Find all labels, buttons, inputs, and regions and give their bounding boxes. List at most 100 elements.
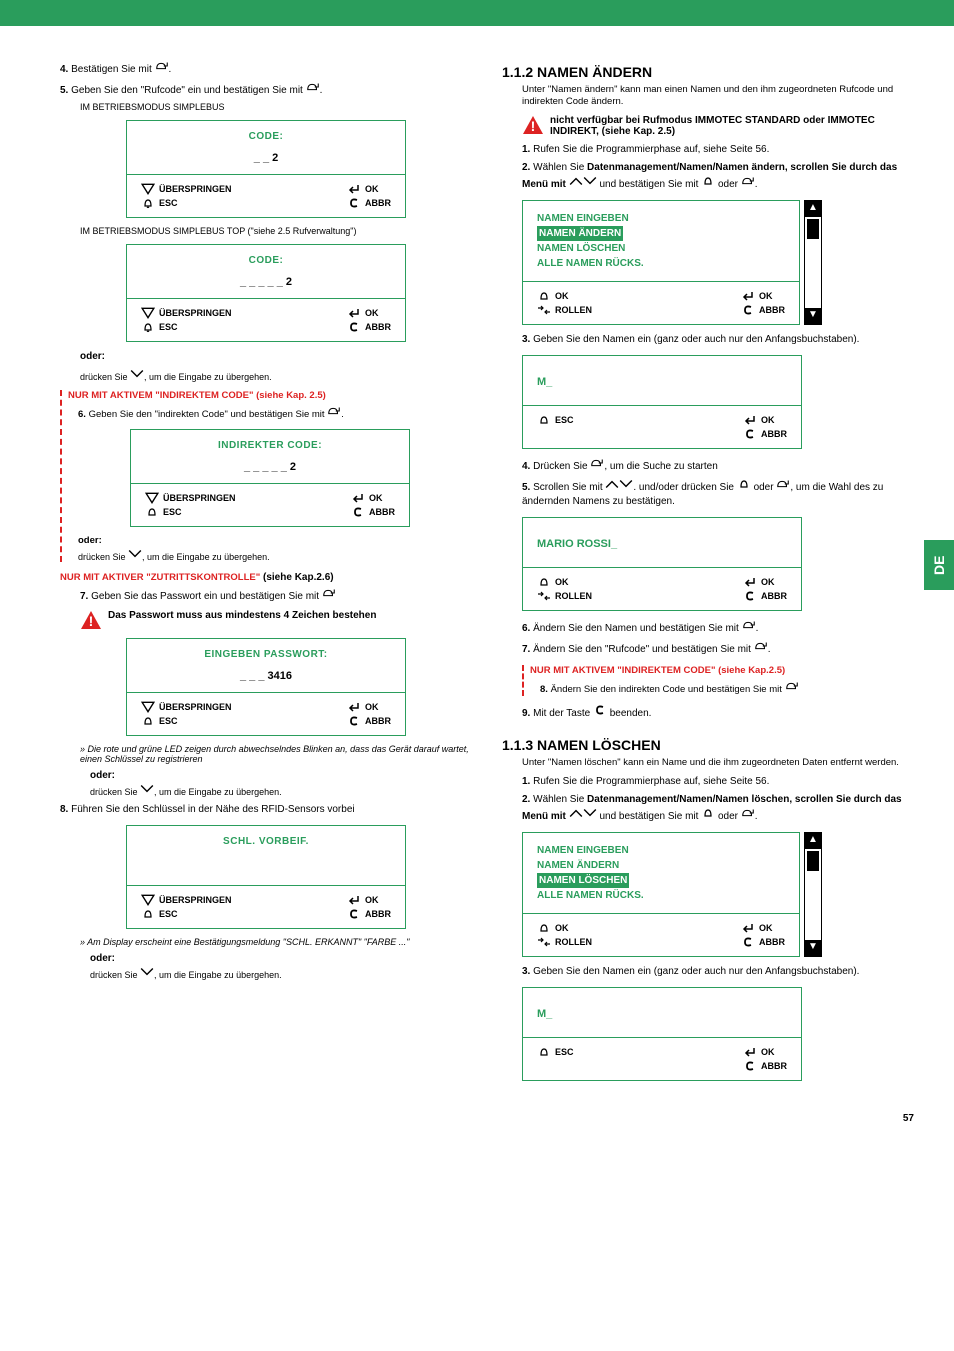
intro-112: Unter "Namen ändern" kann man einen Name… [522,84,914,109]
enter-icon [743,576,757,588]
page-content: 4. Bestätigen Sie mit . 5. Geben Sie den… [0,26,954,1109]
enter-icon [741,290,755,302]
svg-text:!: ! [89,613,94,629]
enter-icon [351,492,365,504]
bell-enter-icon [742,619,756,631]
ok-button[interactable]: OK [347,894,391,906]
c-icon [741,304,755,316]
step-6: 6. Geben Sie den "indirekten Code" und b… [78,405,472,421]
esc-button[interactable]: ESC [145,506,236,518]
screen-code-1: CODE: _ _ 2 ÜBERSPRINGEN ESC OK ABBR [126,120,406,218]
arrows-icon [537,590,551,602]
rollen-button[interactable]: ROLLEN [537,936,592,948]
esc-button[interactable]: ESC [141,715,232,727]
rfid-title: SCHL. VORBEIF. [141,836,391,847]
rollen-button[interactable]: ROLLEN [537,590,592,602]
pw-value: _ _ _ 3416 [141,670,391,682]
abbr-button[interactable]: ABBR [347,197,391,209]
abbr-button[interactable]: ABBR [741,936,785,948]
abbr-button[interactable]: ABBR [741,304,785,316]
skip-button[interactable]: ÜBERSPRINGEN [141,183,232,195]
abbr-button[interactable]: ABBR [743,1060,787,1072]
enter-icon [347,701,361,713]
scroll-thumb[interactable] [807,219,819,239]
menu-item: NAMEN ÄNDERN [537,858,785,873]
step-4: 4. Bestätigen Sie mit . [60,60,472,77]
bell-icon [701,807,715,819]
triangle-down-icon [141,701,155,713]
ok-button[interactable]: OK [347,307,391,319]
scroll-up-icon[interactable]: ▲ [805,201,821,217]
ok-button[interactable]: OK [537,290,592,302]
step-8: 8. Führen Sie den Schlüssel in der Nähe … [60,803,472,817]
bell-icon [141,908,155,920]
rollen-button[interactable]: ROLLEN [537,304,592,316]
esc-button[interactable]: ESC [537,1046,574,1058]
skip-button[interactable]: ÜBERSPRINGEN [141,307,232,319]
enter-icon [347,894,361,906]
step-6r: 6. Ändern Sie den Namen und bestätigen S… [522,619,914,636]
screen-rfid: SCHL. VORBEIF. ÜBERSPRINGEN ESC OK ABBR [126,825,406,929]
oder-label: oder: [80,350,472,364]
bell-enter-icon [590,457,604,469]
menu-screen-2: NAMEN EINGEBEN NAMEN ÄNDERN NAMEN LÖSCHE… [522,832,822,957]
scroll-thumb[interactable] [807,851,819,871]
c-icon [347,908,361,920]
bell-enter-icon [306,81,320,93]
ok-button[interactable]: OK [537,922,592,934]
step-7: 7. Geben Sie das Passwort ein und bestät… [80,587,472,604]
abbr-button[interactable]: ABBR [351,506,395,518]
c-icon [743,428,757,440]
mario-name: MARIO ROSSI_ [537,538,787,550]
bell-enter-icon [155,60,169,72]
scroll-down-icon[interactable]: ▼ [805,308,821,324]
simplebus-label: IM BETRIEBSMODUS SIMPLEBUS [80,102,472,112]
scroll-up-icon[interactable]: ▲ [805,833,821,849]
esc-button[interactable]: ESC [141,908,232,920]
abbr-button[interactable]: ABBR [347,715,391,727]
ok-button[interactable]: OK [347,701,391,713]
bell-enter-icon [741,175,755,187]
language-tab: DE [924,540,954,590]
skip-button[interactable]: ÜBERSPRINGEN [141,701,232,713]
esc-button[interactable]: ESC [537,414,574,426]
scrollbar[interactable]: ▲ ▼ [804,200,822,325]
scroll-down-icon[interactable]: ▼ [805,940,821,956]
ok-button[interactable]: OK [347,183,391,195]
ok-button[interactable]: OK [743,576,787,588]
step-1: 1. Rufen Sie die Programmierphase auf, s… [522,143,914,157]
ok-button[interactable]: OK [741,922,785,934]
down-chevron-icon [140,966,154,978]
abbr-button[interactable]: ABBR [347,908,391,920]
ok-button[interactable]: OK [537,576,592,588]
bell-icon [141,197,155,209]
scrollbar[interactable]: ▲ ▼ [804,832,822,957]
bell-enter-icon [322,587,336,599]
menu-item: NAMEN EINGEBEN [537,843,785,858]
esc-button[interactable]: ESC [141,321,232,333]
enter-icon [743,414,757,426]
step-9r: 9. Mit der Taste beenden. [522,704,914,721]
skip-button[interactable]: ÜBERSPRINGEN [145,492,236,504]
heading-112: 1.1.2 NAMEN ÄNDERN [502,64,914,80]
name-input: M_ [537,1008,787,1020]
code-value: _ _ 2 [141,152,391,164]
c-icon [347,715,361,727]
ok-button[interactable]: OK [743,414,787,426]
skip-button[interactable]: ÜBERSPRINGEN [141,894,232,906]
bell-icon [537,576,551,588]
arrows-icon [537,304,551,316]
abbr-button[interactable]: ABBR [347,321,391,333]
esc-button[interactable]: ESC [141,197,232,209]
abbr-button[interactable]: ABBR [743,428,787,440]
up-chevron-icon [569,807,583,819]
up-chevron-icon [605,478,619,490]
c-icon [347,197,361,209]
screen-code-2: CODE: _ _ _ _ _ 2 ÜBERSPRINGEN ESC OK AB… [126,244,406,342]
ok-button[interactable]: OK [743,1046,787,1058]
abbr-button[interactable]: ABBR [743,590,787,602]
ok-button[interactable]: OK [741,290,785,302]
ok-button[interactable]: OK [351,492,395,504]
c-icon [351,506,365,518]
right-column: 1.1.2 NAMEN ÄNDERN Unter "Namen ändern" … [502,56,914,1089]
